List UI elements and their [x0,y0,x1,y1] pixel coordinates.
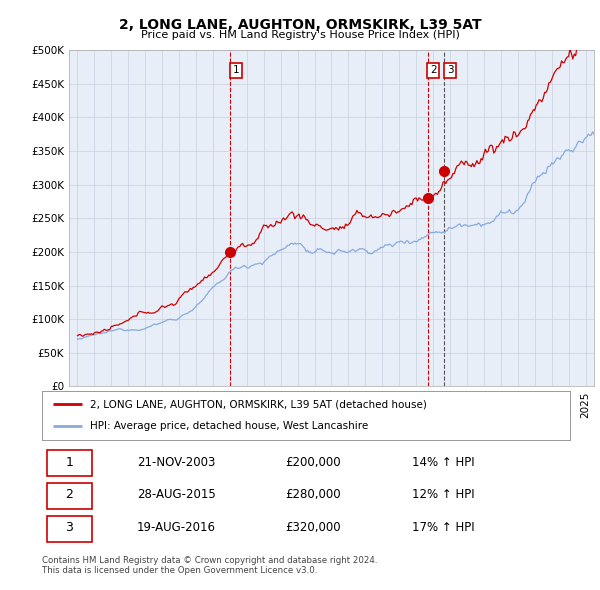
Text: 12% ↑ HPI: 12% ↑ HPI [412,489,474,502]
Text: 21-NOV-2003: 21-NOV-2003 [137,455,215,468]
Text: £320,000: £320,000 [285,521,341,534]
Text: 14% ↑ HPI: 14% ↑ HPI [412,455,474,468]
Text: £280,000: £280,000 [285,489,341,502]
Text: 2, LONG LANE, AUGHTON, ORMSKIRK, L39 5AT (detached house): 2, LONG LANE, AUGHTON, ORMSKIRK, L39 5AT… [89,399,427,409]
Text: 19-AUG-2016: 19-AUG-2016 [137,521,216,534]
Text: 1: 1 [65,455,73,468]
Text: HPI: Average price, detached house, West Lancashire: HPI: Average price, detached house, West… [89,421,368,431]
Text: 1: 1 [232,65,239,76]
Text: 17% ↑ HPI: 17% ↑ HPI [412,521,474,534]
Text: 2: 2 [65,489,73,502]
Text: £200,000: £200,000 [285,455,341,468]
FancyBboxPatch shape [47,516,92,542]
Text: Contains HM Land Registry data © Crown copyright and database right 2024.
This d: Contains HM Land Registry data © Crown c… [42,556,377,575]
Text: 3: 3 [65,521,73,534]
Text: Price paid vs. HM Land Registry's House Price Index (HPI): Price paid vs. HM Land Registry's House … [140,30,460,40]
Text: 3: 3 [446,65,453,76]
Text: 28-AUG-2015: 28-AUG-2015 [137,489,216,502]
FancyBboxPatch shape [47,483,92,509]
Text: 2: 2 [430,65,437,76]
Text: 2, LONG LANE, AUGHTON, ORMSKIRK, L39 5AT: 2, LONG LANE, AUGHTON, ORMSKIRK, L39 5AT [119,18,481,32]
FancyBboxPatch shape [47,450,92,476]
